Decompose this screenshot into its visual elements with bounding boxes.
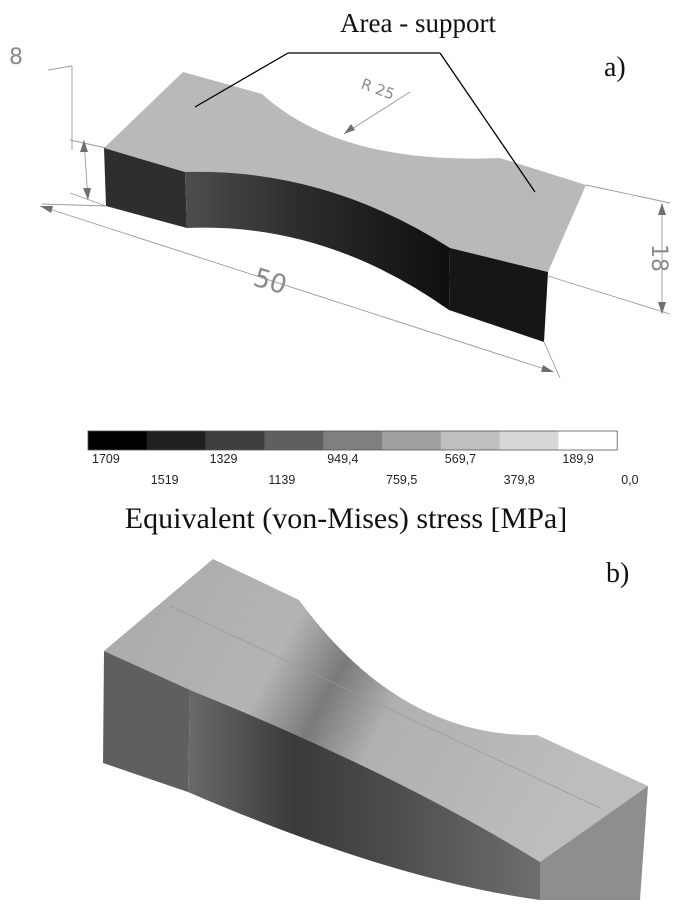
- specimen-b-left-face: [103, 651, 190, 792]
- legend-colorbar: [87, 430, 618, 451]
- specimen-b-midline: [169, 605, 601, 809]
- legend-swatch: [440, 431, 500, 450]
- legend-labels-top: 1709 1329 949,4 569,7 189,9: [92, 452, 594, 466]
- legend-value-label: 1329: [210, 452, 238, 466]
- legend-value-label: 569,7: [445, 452, 476, 466]
- dim-length: 50: [250, 263, 290, 301]
- legend-value-label: 949,4: [327, 452, 358, 466]
- legend-swatch: [558, 431, 618, 450]
- legend-value-label: 759,5: [386, 473, 417, 487]
- figure-b-label: b): [606, 558, 629, 589]
- legend-value-label: 0,0: [621, 473, 638, 487]
- specimen-a-right-face: [449, 248, 548, 342]
- legend-value-label: 1709: [92, 452, 120, 466]
- figure-a-label: a): [604, 52, 626, 83]
- specimen-b-top-face: [104, 559, 648, 862]
- support-label: Area - support: [340, 8, 496, 38]
- legend-value-label: 189,9: [562, 452, 593, 466]
- dim-width: 18: [646, 244, 671, 272]
- legend-swatch: [382, 431, 442, 450]
- legend-border: [87, 430, 618, 451]
- dim-radius: R 25: [359, 75, 397, 104]
- specimen-b-concave-face: [188, 690, 540, 900]
- legend-swatch: [499, 431, 559, 450]
- legend-value-label: 379,8: [504, 473, 535, 487]
- specimen-a-left-face: [104, 148, 187, 228]
- legend-swatch: [88, 431, 148, 450]
- specimen-a-top-face: [104, 72, 586, 272]
- specimen-b-right-face: [540, 786, 648, 900]
- legend-title: Equivalent (von-Mises) stress [MPa]: [125, 502, 567, 535]
- legend-swatch: [146, 431, 206, 450]
- figure-a: Area - support a) 8 50 18 R 25: [9, 8, 671, 379]
- legend-labels-bottom: 1519 1139 759,5 379,8 0,0: [151, 473, 639, 487]
- dimension-arrowheads: [40, 124, 666, 372]
- legend-swatch: [323, 431, 383, 450]
- legend-swatch: [264, 431, 324, 450]
- support-leader-lines: [194, 52, 536, 193]
- dim-thickness: 8: [9, 45, 23, 70]
- specimen-a-concave-face: [185, 171, 450, 310]
- figure-b: b): [103, 558, 648, 900]
- legend-swatch: [205, 431, 265, 450]
- legend-value-label: 1519: [151, 473, 179, 487]
- legend-value-label: 1139: [268, 473, 295, 487]
- stress-legend: 1709 1329 949,4 569,7 189,9 1519 1139 759,5 379…: [87, 430, 639, 535]
